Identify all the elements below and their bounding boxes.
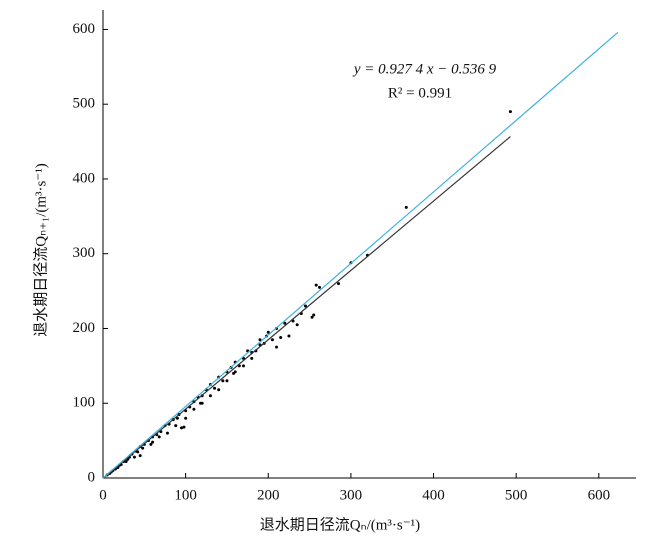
point bbox=[266, 330, 270, 334]
x-tick-label: 0 bbox=[99, 487, 107, 503]
point bbox=[175, 416, 179, 420]
x-tick-label: 600 bbox=[588, 487, 611, 503]
equation: y = 0.927 4 x − 0.536 9 bbox=[352, 61, 497, 77]
point bbox=[508, 110, 512, 114]
point bbox=[149, 442, 153, 446]
point bbox=[337, 282, 341, 286]
x-tick-label: 400 bbox=[422, 487, 445, 503]
y-tick-label: 100 bbox=[73, 395, 96, 411]
point bbox=[241, 364, 245, 368]
point bbox=[184, 416, 188, 420]
point bbox=[180, 426, 184, 430]
y-axis-label: 退水期日径流Qₙ₊₁/(m³·s⁻¹) bbox=[32, 163, 49, 337]
y-tick-label: 400 bbox=[73, 170, 96, 186]
point bbox=[157, 435, 161, 439]
point bbox=[310, 315, 314, 319]
y-tick-label: 200 bbox=[73, 320, 96, 336]
y-tick-label: 0 bbox=[88, 469, 96, 485]
point bbox=[141, 446, 145, 450]
y-tick-label: 500 bbox=[73, 96, 96, 112]
point bbox=[208, 394, 212, 398]
point bbox=[182, 425, 186, 429]
point bbox=[404, 205, 408, 209]
y-tick-label: 300 bbox=[73, 245, 96, 261]
fit-line bbox=[102, 31, 619, 479]
point bbox=[314, 283, 318, 287]
y-tick-label: 600 bbox=[73, 21, 96, 37]
x-axis-label: 退水期日径流Qₙ/(m³·s⁻¹) bbox=[260, 516, 420, 533]
point bbox=[270, 338, 274, 342]
point bbox=[217, 388, 221, 392]
point bbox=[138, 454, 142, 458]
x-tick-label: 300 bbox=[340, 487, 363, 503]
point bbox=[213, 386, 217, 390]
point bbox=[279, 335, 283, 339]
x-tick-label: 100 bbox=[174, 487, 197, 503]
point bbox=[225, 379, 229, 383]
point bbox=[233, 370, 237, 374]
point bbox=[200, 401, 204, 405]
x-tick-label: 200 bbox=[257, 487, 280, 503]
x-tick-label: 500 bbox=[505, 487, 528, 503]
point bbox=[318, 285, 322, 289]
point bbox=[151, 440, 155, 444]
point bbox=[283, 321, 287, 325]
point bbox=[192, 407, 196, 411]
r-squared: R² = 0.991 bbox=[388, 85, 452, 101]
point bbox=[287, 334, 291, 338]
point bbox=[312, 313, 316, 317]
point bbox=[303, 304, 307, 308]
point bbox=[174, 424, 178, 428]
point bbox=[250, 356, 254, 360]
point bbox=[258, 338, 262, 342]
point bbox=[124, 460, 128, 464]
fit-line bbox=[102, 136, 511, 479]
point bbox=[132, 455, 136, 459]
point bbox=[165, 431, 169, 435]
point bbox=[275, 345, 279, 349]
point bbox=[221, 379, 225, 383]
point bbox=[295, 323, 299, 327]
